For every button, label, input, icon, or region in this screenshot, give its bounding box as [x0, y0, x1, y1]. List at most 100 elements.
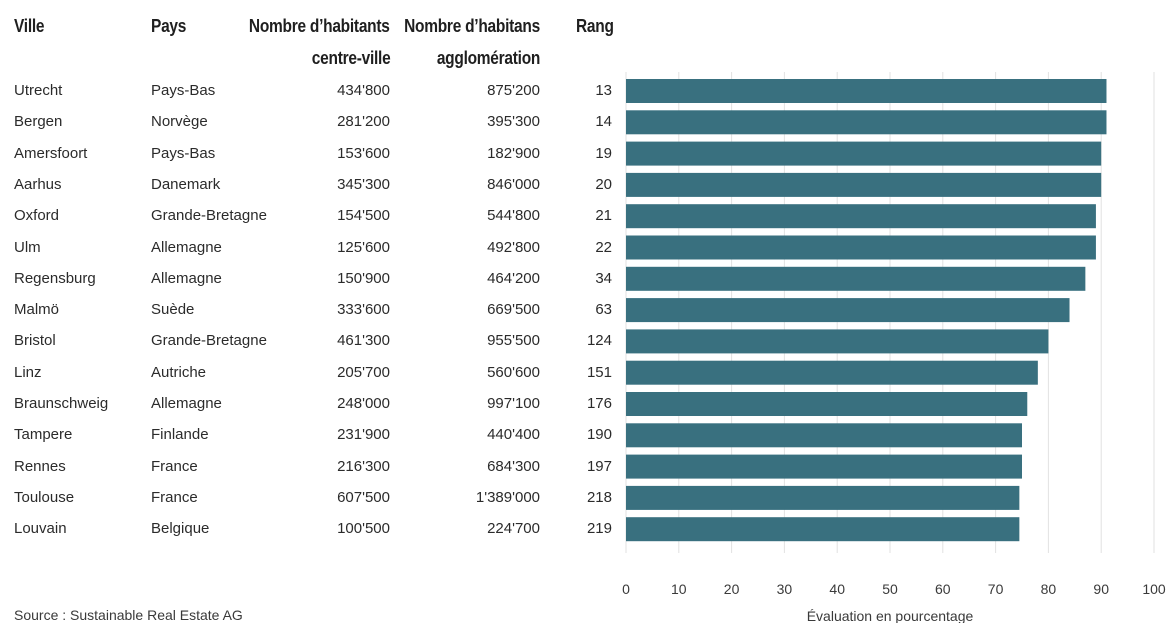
x-tick-label: 80 — [1041, 581, 1057, 597]
cell-ville: Utrecht — [14, 82, 63, 99]
cell-centre: 216'300 — [337, 457, 390, 475]
cell-ville: Oxford — [14, 207, 60, 225]
cell-centre: 281'200 — [337, 113, 390, 131]
bar-bristol — [626, 329, 1049, 354]
cell-centre: 205'700 — [337, 363, 390, 381]
cell-rang: 21 — [595, 207, 612, 225]
cell-agglo: 846'000 — [487, 175, 540, 193]
bar-amersfoort — [626, 141, 1102, 166]
cell-rang: 63 — [595, 301, 612, 319]
cell-pays: Grande-Bretagne — [151, 207, 267, 225]
cell-rang: 14 — [595, 113, 612, 131]
cell-rang: 13 — [595, 82, 612, 99]
bar-oxford — [626, 204, 1096, 229]
cell-ville: Ulm — [14, 238, 41, 256]
header-ville: Ville — [14, 16, 45, 36]
bar-tampere — [626, 423, 1022, 448]
cell-agglo: 440'400 — [487, 426, 540, 444]
x-tick-label: 30 — [777, 581, 793, 597]
cell-agglo: 669'500 — [487, 301, 540, 319]
cell-pays: Allemagne — [151, 395, 222, 412]
header-centre-line2: centre-ville — [311, 48, 390, 68]
cell-pays: Belgique — [151, 520, 210, 538]
cell-agglo: 997'100 — [487, 395, 540, 412]
cell-ville: Aarhus — [14, 175, 62, 193]
bar-regensburg — [626, 266, 1086, 291]
x-tick-label: 100 — [1142, 581, 1166, 597]
cell-pays: Pays-Bas — [151, 144, 216, 162]
cell-ville: Amersfoort — [14, 144, 88, 162]
x-tick-label: 70 — [988, 581, 1004, 597]
cell-ville: Linz — [14, 363, 42, 381]
bar-malm- — [626, 298, 1070, 323]
bar-rennes — [626, 454, 1022, 479]
cell-pays: Pays-Bas — [151, 82, 216, 99]
cell-pays: Suède — [151, 301, 195, 319]
bar-linz — [626, 360, 1038, 385]
chart-bars — [626, 79, 1107, 542]
bar-bergen — [626, 110, 1107, 135]
cell-agglo: 560'600 — [487, 363, 540, 381]
x-axis-ticks: 0 10 20 30 40 50 60 70 80 90 100 — [622, 581, 1166, 597]
header-centre-line1: Nombre d’habitants — [249, 16, 390, 36]
bar-ulm — [626, 235, 1096, 260]
cell-centre: 150'900 — [337, 269, 390, 287]
cell-ville: Toulouse — [14, 488, 75, 506]
bar-toulouse — [626, 485, 1020, 510]
cell-agglo: 1'389'000 — [475, 488, 540, 506]
x-axis-label: Évaluation en pourcentage — [807, 608, 974, 623]
cell-centre: 333'600 — [337, 301, 390, 319]
cell-rang: 176 — [586, 395, 612, 412]
cell-ville: Rennes — [14, 457, 66, 475]
cell-centre: 434'800 — [337, 82, 390, 99]
cell-rang: 197 — [586, 457, 612, 475]
cell-centre: 231'900 — [337, 426, 390, 444]
bar-utrecht — [626, 79, 1107, 103]
cell-centre: 461'300 — [337, 332, 390, 350]
source-note: Source : Sustainable Real Estate AG — [14, 607, 243, 623]
cell-ville: Tampere — [14, 426, 73, 444]
cell-pays: France — [151, 488, 198, 506]
bar-braunschweig — [626, 392, 1028, 416]
cell-centre: 345'300 — [337, 175, 390, 193]
cell-ville: Regensburg — [14, 269, 96, 287]
x-tick-label: 50 — [882, 581, 898, 597]
cell-ville: Braunschweig — [14, 395, 109, 412]
bar-louvain — [626, 517, 1020, 542]
cell-pays: Danemark — [151, 175, 221, 193]
cell-rang: 124 — [586, 332, 612, 350]
cell-centre: 153'600 — [337, 144, 390, 162]
cell-agglo: 544'800 — [487, 207, 540, 225]
cell-rang: 34 — [595, 269, 612, 287]
cell-agglo: 492'800 — [487, 238, 540, 256]
x-tick-label: 10 — [671, 581, 687, 597]
cell-centre: 100'500 — [337, 520, 390, 538]
cell-agglo: 395'300 — [487, 113, 540, 131]
cell-pays: Allemagne — [151, 238, 222, 256]
cell-agglo: 684'300 — [487, 457, 540, 475]
cell-ville: Bristol — [14, 332, 56, 350]
cell-centre: 154'500 — [337, 207, 390, 225]
cell-rang: 190 — [586, 426, 612, 444]
cell-rang: 151 — [586, 363, 612, 381]
header-agglo-line1: Nombre d’habitans — [404, 16, 540, 36]
cell-pays: Norvège — [151, 113, 208, 131]
cell-agglo: 955'500 — [487, 332, 540, 350]
header-agglo-line2: agglomération — [436, 48, 541, 68]
cell-pays: Finlande — [151, 426, 209, 444]
cell-rang: 218 — [586, 488, 612, 506]
cell-ville: Louvain — [14, 520, 67, 538]
cell-agglo: 464'200 — [487, 269, 540, 287]
cell-rang: 22 — [595, 238, 612, 256]
x-tick-label: 40 — [829, 581, 845, 597]
cell-ville: Malmö — [14, 301, 60, 319]
cell-rang: 20 — [595, 175, 612, 193]
header-rang: Rang — [576, 16, 614, 36]
cell-pays: Grande-Bretagne — [151, 332, 267, 350]
x-tick-label: 90 — [1093, 581, 1109, 597]
x-tick-label: 0 — [622, 581, 630, 597]
cell-agglo: 182'900 — [487, 144, 540, 162]
cell-centre: 607'500 — [337, 488, 390, 506]
bar-aarhus — [626, 172, 1102, 197]
